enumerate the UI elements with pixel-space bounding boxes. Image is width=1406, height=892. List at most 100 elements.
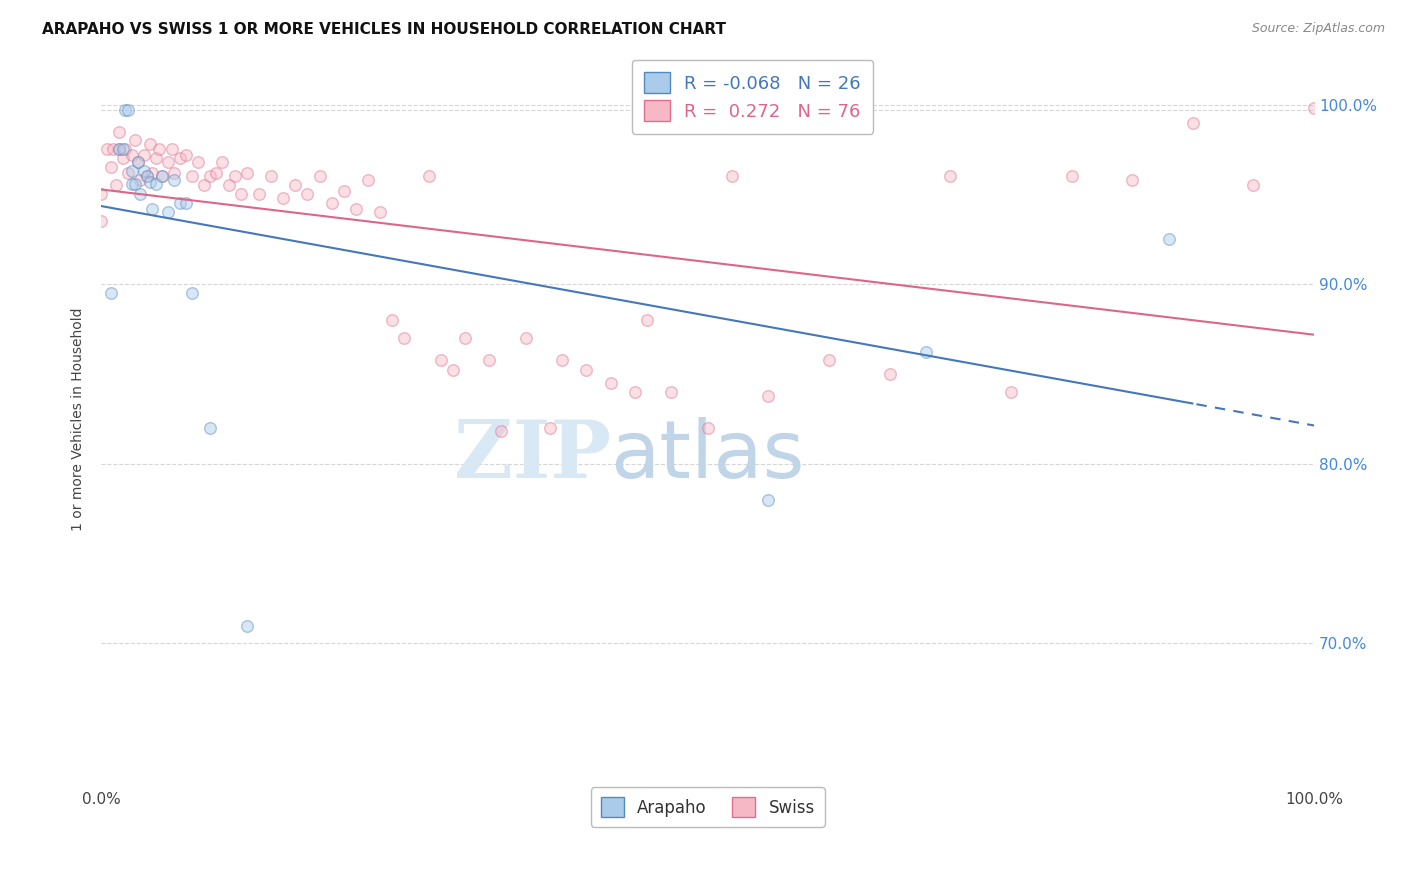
- Point: [1157, 232, 1180, 246]
- Point: [599, 376, 621, 390]
- Point: [200, 169, 222, 184]
- Point: [121, 177, 143, 191]
- Point: [333, 184, 356, 198]
- Point: [100, 286, 122, 301]
- Point: [1241, 178, 1264, 193]
- Point: [211, 155, 233, 169]
- Point: [150, 169, 173, 184]
- Point: [117, 103, 139, 117]
- Point: [200, 421, 222, 435]
- Point: [224, 169, 246, 184]
- Point: [124, 177, 146, 191]
- Point: [321, 196, 343, 211]
- Point: [156, 205, 179, 219]
- Y-axis label: 1 or more Vehicles in Household: 1 or more Vehicles in Household: [72, 307, 86, 531]
- Point: [624, 384, 647, 399]
- Point: [141, 202, 163, 216]
- Point: [160, 143, 183, 157]
- Point: [150, 169, 173, 184]
- Point: [163, 173, 186, 187]
- Point: [515, 331, 537, 345]
- Point: [236, 166, 259, 180]
- Point: [218, 178, 240, 193]
- Point: [108, 143, 131, 157]
- Point: [939, 169, 962, 184]
- Point: [145, 152, 167, 166]
- Point: [145, 177, 167, 191]
- Point: [721, 169, 744, 184]
- Point: [357, 173, 380, 187]
- Point: [132, 148, 155, 162]
- Point: [148, 143, 170, 157]
- Point: [575, 363, 598, 377]
- Point: [114, 103, 136, 117]
- Text: ZIP: ZIP: [454, 417, 610, 495]
- Legend: Arapaho, Swiss: Arapaho, Swiss: [591, 788, 825, 827]
- Point: [121, 148, 143, 162]
- Point: [181, 169, 204, 184]
- Point: [108, 124, 131, 138]
- Point: [132, 164, 155, 178]
- Point: [551, 352, 574, 367]
- Point: [297, 187, 319, 202]
- Point: [138, 137, 160, 152]
- Point: [169, 196, 191, 211]
- Point: [103, 143, 125, 157]
- Point: [104, 178, 127, 193]
- Point: [127, 155, 149, 169]
- Point: [114, 143, 136, 157]
- Point: [169, 152, 191, 166]
- Point: [344, 202, 367, 216]
- Point: [100, 161, 122, 175]
- Point: [229, 187, 252, 202]
- Text: ARAPAHO VS SWISS 1 OR MORE VEHICLES IN HOUSEHOLD CORRELATION CHART: ARAPAHO VS SWISS 1 OR MORE VEHICLES IN H…: [42, 22, 725, 37]
- Point: [156, 155, 179, 169]
- Point: [136, 169, 159, 184]
- Point: [138, 175, 160, 189]
- Point: [163, 166, 186, 180]
- Point: [454, 331, 477, 345]
- Point: [108, 143, 131, 157]
- Point: [308, 169, 330, 184]
- Point: [538, 421, 561, 435]
- Point: [121, 164, 143, 178]
- Point: [174, 196, 197, 211]
- Point: [381, 313, 404, 327]
- Point: [879, 367, 901, 381]
- Point: [181, 286, 204, 301]
- Point: [187, 155, 209, 169]
- Point: [441, 363, 464, 377]
- Point: [1303, 101, 1326, 115]
- Point: [193, 178, 215, 193]
- Point: [90, 214, 112, 228]
- Point: [129, 187, 152, 202]
- Point: [659, 384, 682, 399]
- Point: [96, 143, 118, 157]
- Point: [124, 134, 146, 148]
- Point: [236, 618, 259, 632]
- Point: [260, 169, 283, 184]
- Point: [818, 352, 841, 367]
- Text: atlas: atlas: [610, 417, 806, 495]
- Text: Source: ZipAtlas.com: Source: ZipAtlas.com: [1251, 22, 1385, 36]
- Point: [129, 173, 152, 187]
- Point: [174, 148, 197, 162]
- Point: [247, 187, 270, 202]
- Point: [915, 345, 938, 359]
- Point: [368, 205, 391, 219]
- Point: [394, 331, 416, 345]
- Point: [1181, 115, 1204, 129]
- Point: [1121, 173, 1143, 187]
- Point: [1000, 384, 1022, 399]
- Point: [136, 169, 159, 184]
- Point: [696, 421, 718, 435]
- Point: [271, 191, 294, 205]
- Point: [112, 152, 135, 166]
- Point: [117, 166, 139, 180]
- Point: [418, 169, 440, 184]
- Point: [90, 187, 112, 202]
- Point: [756, 492, 779, 507]
- Point: [756, 388, 779, 402]
- Point: [636, 313, 658, 327]
- Point: [127, 155, 149, 169]
